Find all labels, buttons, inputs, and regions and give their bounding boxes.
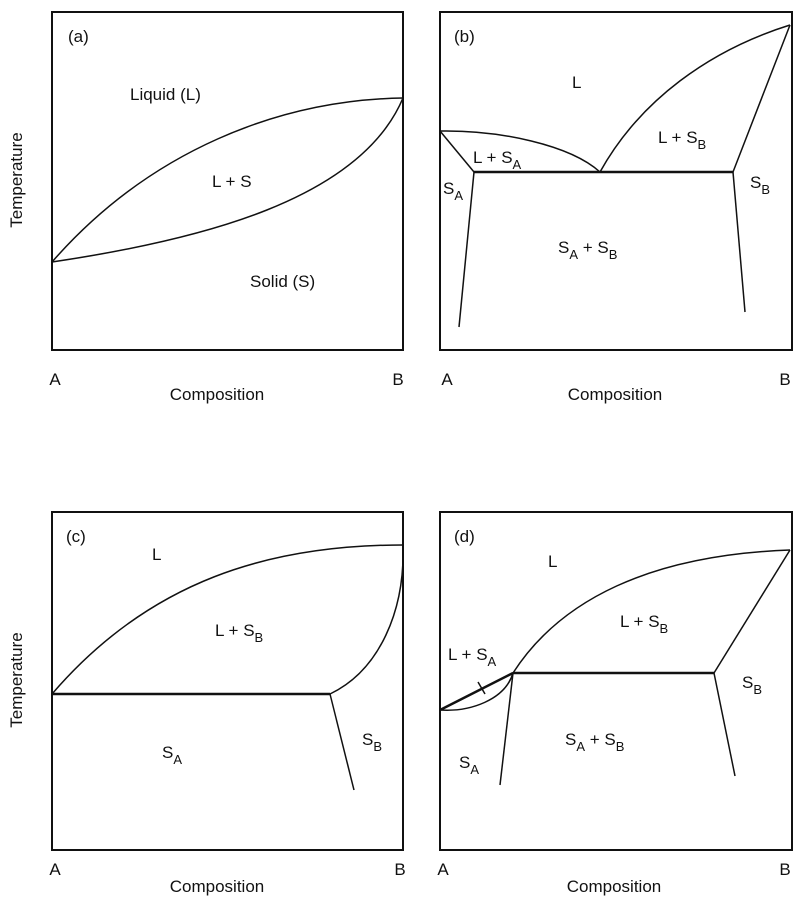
panel-b-liquidus-b xyxy=(599,24,791,173)
panel-d: (d) L L + SB L + SA SA SB SA + SB A B Co… xyxy=(437,511,793,896)
panel-c-x-title: Composition xyxy=(170,877,265,896)
panel-a: (a) Liquid (L) L + S Solid (S) A B Compo… xyxy=(49,11,404,404)
panel-c-tag: (c) xyxy=(66,527,86,546)
panel-a-solid-label: Solid (S) xyxy=(250,272,315,291)
panel-b-sa-label: SA xyxy=(443,179,463,203)
panel-d-l-sb-label: L + SB xyxy=(620,612,668,636)
panel-c: (c) L L + SB SA SB A B Composition xyxy=(49,511,406,896)
panel-d-l-sa-label: L + SA xyxy=(448,645,497,669)
panel-a-liquid-label: Liquid (L) xyxy=(130,85,201,104)
panel-b-x-title: Composition xyxy=(568,385,663,404)
panel-d-liquidus-b xyxy=(512,549,791,674)
panel-b-sa-sb-label: SA + SB xyxy=(558,238,617,262)
panel-d-frame xyxy=(439,511,793,851)
panel-c-sb-label: SB xyxy=(362,730,382,754)
y-axis-label-bottom: Temperature xyxy=(7,632,26,727)
panel-c-frame xyxy=(51,511,404,851)
panel-b-x-left: A xyxy=(441,370,453,389)
panel-b-x-right: B xyxy=(779,370,790,389)
panel-a-tag: (a) xyxy=(68,27,89,46)
panel-c-liquidus-curve xyxy=(51,544,404,695)
panel-d-sa-label: SA xyxy=(459,753,479,777)
panel-d-solidus-b xyxy=(713,549,791,674)
panel-d-x-title: Composition xyxy=(567,877,662,896)
panel-d-x-left: A xyxy=(437,860,449,879)
y-axis-label-top: Temperature xyxy=(7,132,26,227)
panel-b-solidus-a xyxy=(439,130,475,173)
panel-b-tag: (b) xyxy=(454,27,475,46)
panel-b: (b) L L + SB L + SA SA SB SA + SB A B Co… xyxy=(439,11,793,404)
panel-b-solvus-b xyxy=(732,171,746,313)
panel-d-x-right: B xyxy=(779,860,790,879)
panel-a-liquidus-curve xyxy=(51,97,404,263)
panel-b-frame xyxy=(439,11,793,351)
panel-c-x-left: A xyxy=(49,860,61,879)
panel-a-two-phase-label: L + S xyxy=(212,172,252,191)
panel-d-solvus-a xyxy=(499,672,514,786)
panel-a-frame xyxy=(51,11,404,351)
panel-a-x-right: B xyxy=(392,370,403,389)
panel-c-solidus-b xyxy=(329,544,404,695)
panel-b-sb-label: SB xyxy=(750,173,770,197)
panel-b-solidus-b xyxy=(732,24,791,173)
panel-b-l-sa-label: L + SA xyxy=(473,148,522,172)
panel-d-sa-sb-label: SA + SB xyxy=(565,730,624,754)
panel-d-leader-line xyxy=(477,681,486,695)
panel-a-solidus-curve xyxy=(51,97,404,263)
panel-d-solvus-b xyxy=(713,672,736,777)
panel-d-liquidus-a xyxy=(439,671,514,712)
panel-b-l-sb-label: L + SB xyxy=(658,128,706,152)
panel-c-liquid-label: L xyxy=(152,545,161,564)
panel-c-l-sb-label: L + SB xyxy=(215,621,263,645)
panel-c-solvus-b xyxy=(329,693,355,791)
panel-c-x-right: B xyxy=(394,860,405,879)
panel-d-solidus-a xyxy=(439,672,514,711)
panel-a-x-left: A xyxy=(49,370,61,389)
panel-b-solvus-a xyxy=(458,171,475,328)
panel-d-liquid-label: L xyxy=(548,552,557,571)
panel-d-sb-label: SB xyxy=(742,673,762,697)
panel-b-liquidus-a xyxy=(439,130,601,173)
panel-a-x-title: Composition xyxy=(170,385,265,404)
panel-d-tag: (d) xyxy=(454,527,475,546)
panel-b-liquid-label: L xyxy=(572,73,581,92)
panel-c-sa-label: SA xyxy=(162,743,182,767)
